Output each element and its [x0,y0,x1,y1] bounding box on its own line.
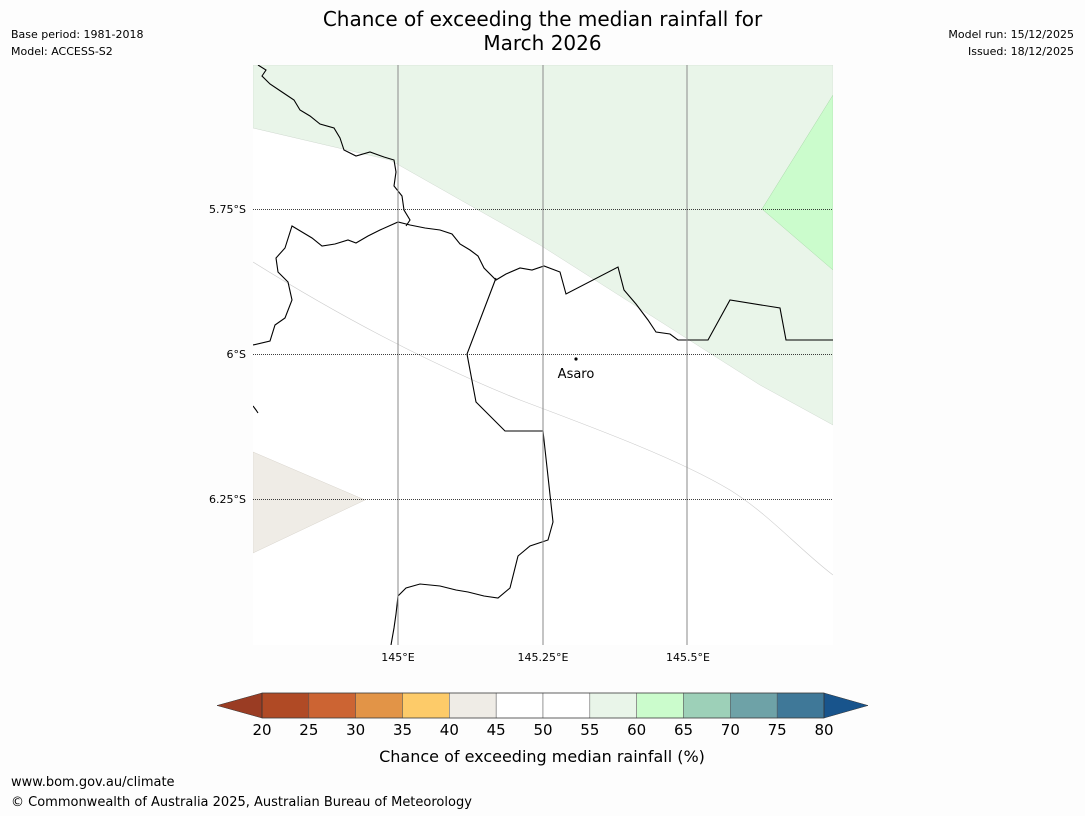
lat-label: 5.75°S [209,203,246,216]
colorbar-label: Chance of exceeding median rainfall (%) [379,747,705,766]
colorbar-segment [776,692,825,719]
colorbar-tick-label: 25 [299,721,318,739]
colorbar-ticks: 20 25 30 35 40 45 50 55 60 65 70 75 80 [252,721,833,739]
place-marker [574,357,578,361]
colorbar-tick-label: 65 [674,721,693,739]
colorbar-tick-label: 80 [814,721,833,739]
probability-zone-60-65 [761,94,833,271]
colorbar-segment [683,692,731,719]
lon-label: 145.25°E [518,651,569,664]
lat-label: 6.25°S [209,493,246,506]
colorbar-segment [308,692,356,719]
map-title-line2: March 2026 [483,31,602,55]
colorbar-tick-label: 20 [252,721,271,739]
boundary-line [253,405,259,414]
colorbar-over-triangle [823,692,869,719]
colorbar-under-triangle [216,692,263,719]
issued-date: Issued: 18/12/2025 [967,45,1074,58]
probability-zone-40-45 [253,451,366,554]
colorbar-tick-label: 70 [721,721,740,739]
boundary-line [253,221,833,346]
boundary-line [390,277,554,645]
colorbar-tick-label: 35 [393,721,412,739]
colorbar-tick-label: 55 [580,721,599,739]
colorbar-tick-label: 40 [440,721,459,739]
colorbar-tick-label: 60 [627,721,646,739]
lon-label: 145°E [381,651,414,664]
model-name: Model: ACCESS-S2 [11,45,113,58]
model-run: Model run: 15/12/2025 [948,28,1074,41]
colorbar-segment [636,692,684,719]
footer-copyright: © Commonwealth of Australia 2025, Austra… [11,795,472,810]
colorbar-tick-label: 75 [768,721,787,739]
meta-right: Model run: 15/12/2025 Issued: 18/12/2025 [948,26,1074,60]
colorbar-tick-label: 50 [533,721,552,739]
colorbar-frame [261,692,825,719]
meta-left: Base period: 1981-2018 Model: ACCESS-S2 [11,26,143,60]
colorbar-segment [589,692,637,719]
colorbar-segment [261,692,310,719]
colorbar-segment [495,692,544,719]
colorbar-segment [449,692,497,719]
colorbar-segment [542,692,591,719]
map-title: Chance of exceeding the median rainfall … [0,7,1085,55]
lon-label: 145.5°E [666,651,710,664]
base-period: Base period: 1981-2018 [11,28,144,41]
map-title-line1: Chance of exceeding the median rainfall … [322,7,763,31]
colorbar-segment [355,692,403,719]
footer-url[interactable]: www.bom.gov.au/climate [11,775,175,790]
colorbar-segment [402,692,450,719]
colorbar-tick-label: 45 [487,721,506,739]
lat-label: 6°S [227,348,246,361]
place-label: Asaro [558,367,595,382]
colorbar-segments [261,692,825,719]
colorbar-segment [730,692,778,719]
colorbar-tick-label: 30 [346,721,365,739]
contour-line [253,261,833,576]
